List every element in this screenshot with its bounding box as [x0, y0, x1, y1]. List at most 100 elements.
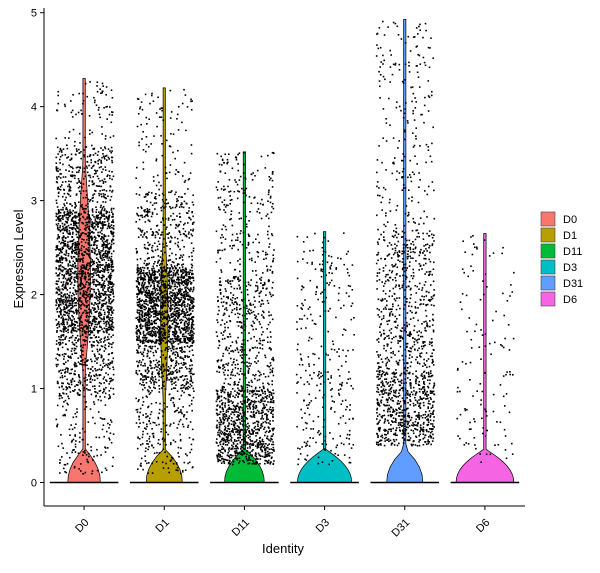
data-point [68, 316, 70, 318]
data-point [190, 373, 192, 375]
data-point [161, 290, 163, 292]
data-point [56, 219, 58, 221]
data-point [159, 273, 161, 275]
data-point [101, 230, 103, 232]
data-point [78, 288, 80, 290]
data-point [69, 203, 71, 205]
data-point [98, 330, 100, 332]
data-point [171, 388, 173, 390]
data-point [151, 257, 153, 259]
data-point [176, 338, 178, 340]
data-point [79, 261, 81, 263]
data-point [58, 176, 60, 178]
data-point [177, 150, 179, 152]
data-point [152, 328, 154, 330]
data-point [78, 178, 80, 180]
data-point [142, 311, 144, 313]
data-point [174, 333, 176, 335]
data-point [176, 462, 178, 464]
data-point [161, 335, 163, 337]
data-point [62, 196, 64, 198]
data-point [178, 106, 180, 108]
data-point [61, 295, 63, 297]
data-point [161, 387, 163, 389]
data-point [162, 354, 164, 356]
data-point [153, 180, 155, 182]
data-point [153, 308, 155, 310]
data-point [162, 267, 164, 269]
data-point [178, 230, 180, 232]
data-point [72, 272, 74, 274]
data-point [174, 286, 176, 288]
data-point [157, 261, 159, 263]
data-point [178, 290, 180, 292]
data-point [89, 334, 91, 336]
data-point [99, 382, 101, 384]
data-point [137, 309, 139, 311]
data-point [111, 282, 113, 284]
data-point [95, 370, 97, 372]
data-point [191, 410, 193, 412]
data-point [58, 211, 60, 213]
data-point [78, 338, 80, 340]
data-point [139, 108, 141, 110]
data-point [162, 328, 164, 330]
data-point [182, 358, 184, 360]
data-point [76, 273, 78, 275]
data-point [104, 235, 106, 237]
data-point [97, 268, 99, 270]
data-point [176, 319, 178, 321]
data-point [89, 130, 91, 132]
data-point [59, 173, 61, 175]
data-point [161, 143, 163, 145]
data-point [89, 81, 91, 83]
data-point [87, 306, 89, 308]
data-point [70, 224, 72, 226]
data-point [77, 222, 79, 224]
data-point [156, 202, 158, 204]
data-point [178, 276, 180, 278]
data-point [170, 377, 172, 379]
data-point [186, 321, 188, 323]
data-point [57, 153, 59, 155]
data-point [164, 440, 166, 442]
data-point [99, 312, 101, 314]
data-point [94, 161, 96, 163]
data-point [173, 331, 175, 333]
data-point [155, 278, 157, 280]
data-point [96, 245, 98, 247]
data-point [103, 388, 105, 390]
data-point [174, 315, 176, 317]
data-point [62, 301, 64, 303]
data-point [154, 300, 156, 302]
data-point [93, 262, 95, 264]
data-point [65, 300, 67, 302]
data-point [63, 281, 65, 283]
data-point [96, 324, 98, 326]
data-point [140, 124, 142, 126]
data-point [75, 230, 77, 232]
data-point [56, 419, 58, 421]
data-point [165, 338, 167, 340]
data-point [102, 279, 104, 281]
data-point [86, 227, 88, 229]
data-point [69, 318, 71, 320]
data-point [142, 414, 144, 416]
data-point [146, 214, 148, 216]
data-point [170, 379, 172, 381]
data-point [162, 219, 164, 221]
data-point [103, 316, 105, 318]
data-point [56, 343, 58, 345]
data-point [147, 286, 149, 288]
data-point [142, 382, 144, 384]
data-point [91, 394, 93, 396]
data-point [154, 329, 156, 331]
data-point [89, 389, 91, 391]
data-point [96, 349, 98, 351]
data-point [186, 455, 188, 457]
data-point [87, 273, 89, 275]
data-point [171, 264, 173, 266]
data-point [144, 263, 146, 265]
data-point [185, 469, 187, 471]
data-point [103, 182, 105, 184]
